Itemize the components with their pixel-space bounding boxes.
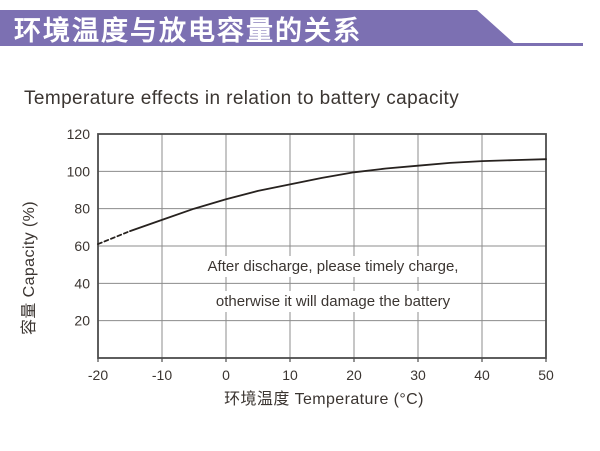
x-tick-label: 10 <box>282 367 298 383</box>
capacity-curve <box>129 158 547 232</box>
capacity-temperature-chart: -20 -10 0 10 20 30 40 50 20 40 60 80 100 120 环境温度 Temp… <box>20 126 554 408</box>
y-tick-label: 100 <box>67 163 91 179</box>
chart-annotation-line-1: After discharge, please timely charge, <box>199 256 467 277</box>
x-axis-title: 环境温度 Temperature (°C) <box>224 389 424 408</box>
chart-title: Temperature effects in relation to batte… <box>24 88 460 109</box>
x-tick-label: -10 <box>152 367 172 383</box>
x-tick-label: -20 <box>88 367 108 383</box>
y-axis-title: 容量 Capacity (%) <box>20 201 38 335</box>
plot-border <box>97 133 547 359</box>
y-tick-label: 20 <box>74 313 90 329</box>
y-tick-label: 40 <box>74 275 90 291</box>
banner-underline-decoration <box>513 43 583 46</box>
y-tick-label: 80 <box>74 201 90 217</box>
y-tick-label: 60 <box>74 238 90 254</box>
header-banner: 环境温度与放电容量的关系 <box>0 10 517 46</box>
x-tick-label: 0 <box>222 367 230 383</box>
page-title: 环境温度与放电容量的关系 <box>14 15 362 46</box>
x-tick-label: 30 <box>410 367 426 383</box>
x-tick-label: 20 <box>346 367 362 383</box>
x-tick-label: 40 <box>474 367 490 383</box>
chart-annotation-line-2: otherwise it will damage the battery <box>207 291 459 312</box>
y-tick-label: 120 <box>67 126 91 142</box>
x-tick-label: 50 <box>538 367 554 383</box>
capacity-curve-dashed-segment <box>97 230 131 245</box>
